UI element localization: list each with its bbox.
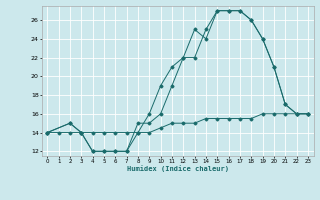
X-axis label: Humidex (Indice chaleur): Humidex (Indice chaleur) bbox=[127, 165, 228, 172]
